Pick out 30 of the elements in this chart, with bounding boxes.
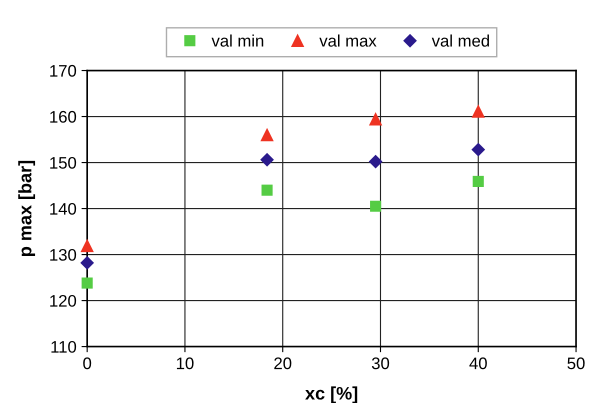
legend-label: val max xyxy=(319,34,377,47)
point xyxy=(370,200,382,212)
x-tick-label: 20 xyxy=(274,357,292,370)
y-tick-label: 160 xyxy=(50,110,76,123)
y-tick-label: 130 xyxy=(50,248,76,261)
legend-label: val med xyxy=(432,34,489,47)
x-tick-label: 10 xyxy=(176,357,194,370)
y-tick-label: 110 xyxy=(51,340,76,353)
x-tick-label: 50 xyxy=(567,357,585,370)
point xyxy=(260,128,274,142)
y-axis-title: p max [bar] xyxy=(18,160,36,256)
point xyxy=(80,256,94,270)
x-axis-title: xc [%] xyxy=(305,386,358,403)
point xyxy=(260,153,274,166)
point xyxy=(369,113,382,126)
point xyxy=(82,278,93,289)
x-tick-label: 0 xyxy=(83,357,92,370)
point xyxy=(80,240,94,252)
y-tick-label: 140 xyxy=(50,202,76,215)
legend-label: val min xyxy=(212,34,264,47)
point xyxy=(262,184,273,196)
x-tick-label: 40 xyxy=(469,357,487,370)
point xyxy=(472,143,485,156)
y-tick-label: 120 xyxy=(50,294,76,307)
x-tick-label: 30 xyxy=(372,357,390,370)
y-tick-label: 150 xyxy=(50,156,76,169)
point xyxy=(369,155,382,168)
point xyxy=(472,105,485,118)
y-tick-label: 170 xyxy=(50,64,76,77)
point xyxy=(472,176,484,187)
